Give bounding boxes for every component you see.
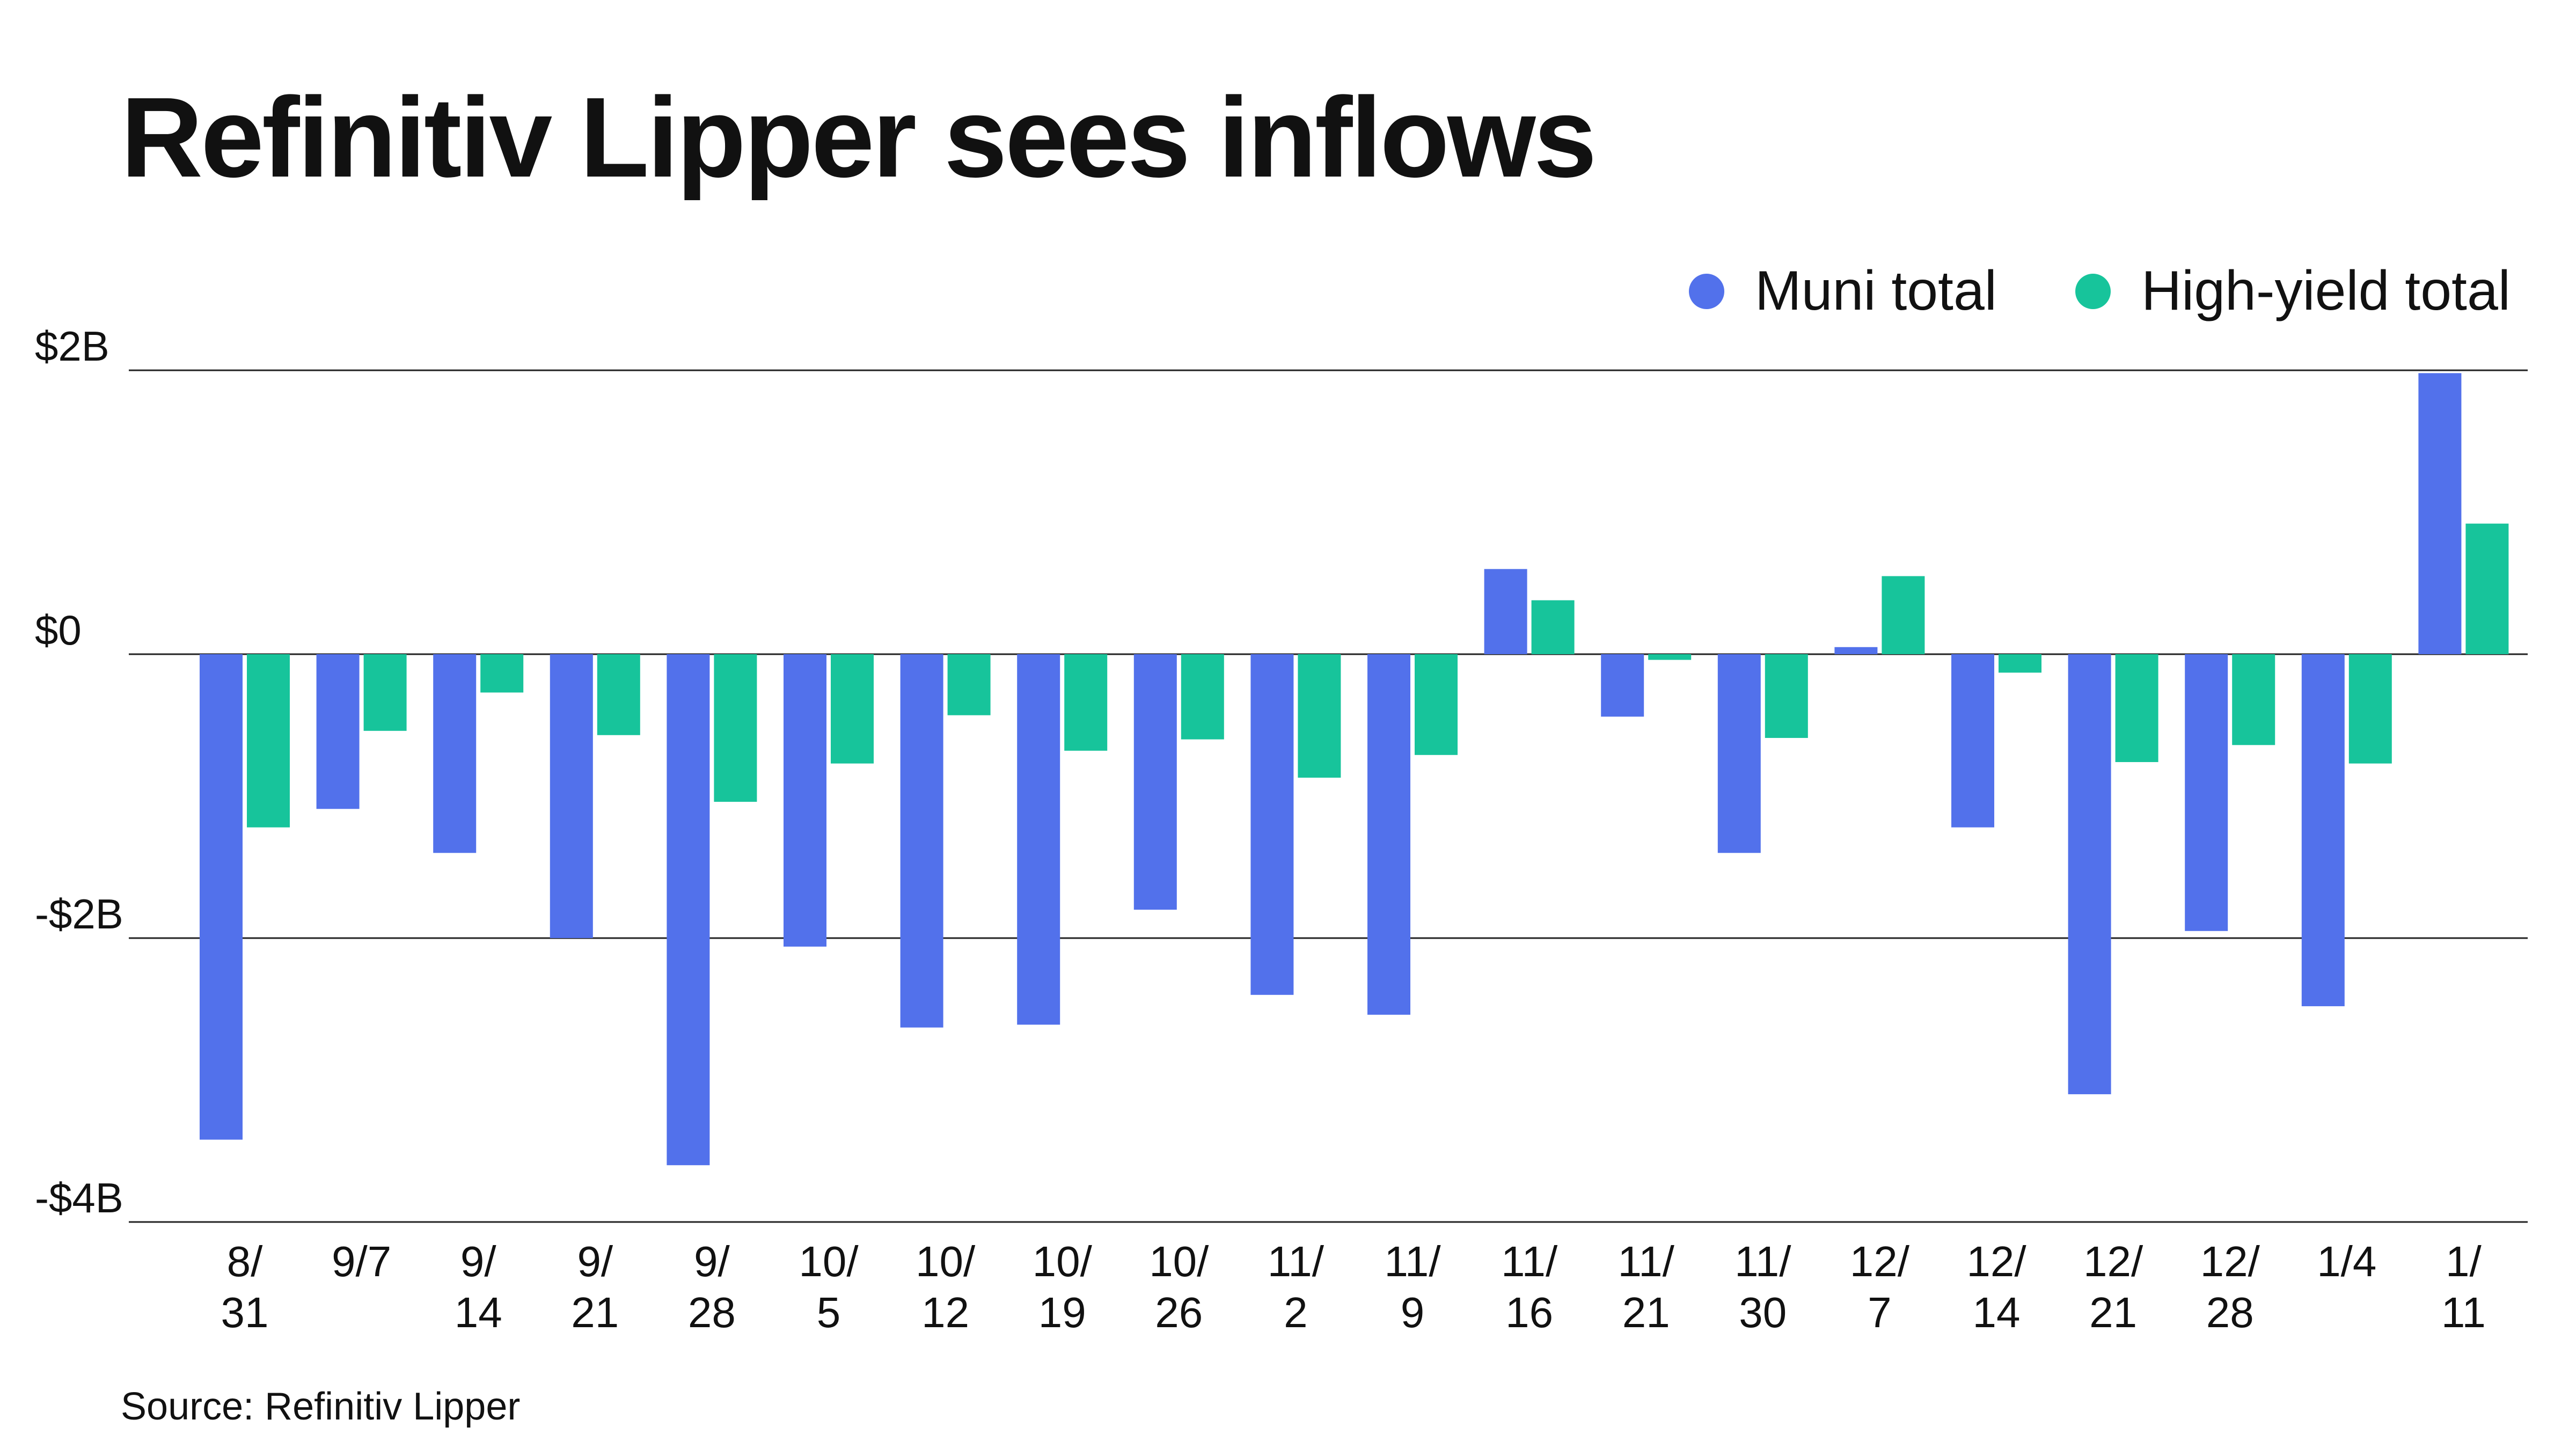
x-tick-label: 11/30 — [1735, 1238, 1791, 1336]
x-axis: 8/31 9/7 9/14 9/21 9/28 10/5 10/12 10/19 10/26 11… — [221, 1238, 2486, 1336]
x-tick-label: 10/19 — [1033, 1238, 1093, 1336]
muni-bar — [316, 654, 360, 809]
muni-bar — [900, 654, 943, 1028]
high-yield-bar — [2115, 654, 2158, 763]
high-yield-bar — [2465, 523, 2509, 654]
muni-bar — [550, 654, 593, 938]
high-yield-bar — [597, 654, 640, 735]
high-yield-bar — [247, 654, 290, 828]
muni-bar — [1834, 647, 1878, 654]
source-note: Source: Refinitiv Lipper — [121, 1385, 521, 1428]
muni-bar — [1951, 654, 1994, 828]
high-yield-bar — [1999, 654, 2041, 673]
high-yield-bar — [363, 654, 407, 731]
muni-bar — [784, 654, 826, 947]
x-tick-label: 12/21 — [2083, 1238, 2143, 1336]
legend-swatch — [1689, 274, 1724, 309]
high-yield-bar — [2232, 654, 2275, 745]
x-tick-label: 9/21 — [571, 1238, 619, 1336]
high-yield-bar — [1181, 654, 1224, 740]
muni-bar — [2068, 654, 2111, 1094]
muni-bar — [2185, 654, 2228, 931]
muni-bar — [1717, 654, 1761, 853]
y-axis: $2B $0 -$2B -$4B — [35, 323, 123, 1221]
y-tick-label: -$2B — [35, 890, 123, 938]
x-tick-label: 1/11 — [2441, 1238, 2486, 1336]
chart-title: Refinitiv Lipper sees inflows — [121, 74, 1597, 201]
x-tick-label: 12/14 — [1966, 1238, 2026, 1336]
high-yield-bar — [2348, 654, 2392, 764]
muni-bar — [2418, 373, 2462, 654]
legend: Muni total High-yield total — [1689, 260, 2511, 322]
muni-bar — [1367, 654, 1410, 1015]
muni-bar — [1250, 654, 1294, 995]
high-yield-bar — [480, 654, 524, 693]
legend-label: High-yield total — [2141, 260, 2511, 322]
x-tick-label: 1/4 — [2317, 1238, 2376, 1285]
legend-label: Muni total — [1755, 260, 1997, 322]
high-yield-bar — [714, 654, 757, 802]
gridlines — [129, 369, 2528, 1223]
high-yield-bar — [831, 654, 874, 764]
muni-bar — [433, 654, 477, 853]
x-tick-label: 10/12 — [916, 1238, 976, 1336]
y-tick-label: $0 — [35, 606, 82, 654]
x-tick-label: 11/9 — [1384, 1238, 1441, 1336]
x-tick-label: 9/7 — [332, 1238, 391, 1285]
high-yield-bar — [1648, 654, 1692, 660]
x-tick-label: 9/28 — [688, 1238, 736, 1336]
x-tick-label: 11/21 — [1618, 1238, 1675, 1336]
high-yield-bar — [1415, 654, 1458, 755]
muni-bar — [667, 654, 710, 1166]
high-yield-bar — [1765, 654, 1808, 738]
x-tick-label: 10/5 — [799, 1238, 859, 1336]
muni-bar — [1601, 654, 1644, 717]
x-tick-label: 9/14 — [455, 1238, 502, 1336]
x-tick-label: 12/7 — [1850, 1238, 1910, 1336]
y-tick-label: $2B — [35, 323, 109, 370]
high-yield-bar — [1531, 600, 1575, 654]
muni-bar — [1017, 654, 1060, 1025]
x-tick-label: 12/28 — [2200, 1238, 2260, 1336]
legend-swatch — [2075, 274, 2111, 309]
bars — [200, 373, 2509, 1166]
y-tick-label: -$4B — [35, 1174, 123, 1221]
x-tick-label: 8/31 — [221, 1238, 269, 1336]
x-tick-label: 11/16 — [1501, 1238, 1558, 1336]
x-tick-label: 10/26 — [1149, 1238, 1209, 1336]
high-yield-bar — [947, 654, 991, 715]
muni-bar — [200, 654, 243, 1140]
high-yield-bar — [1064, 654, 1108, 751]
x-tick-label: 11/2 — [1268, 1238, 1324, 1336]
muni-bar — [2301, 654, 2345, 1006]
high-yield-bar — [1298, 654, 1341, 778]
muni-bar — [1484, 569, 1527, 654]
high-yield-bar — [1882, 576, 1925, 654]
muni-bar — [1133, 654, 1177, 910]
